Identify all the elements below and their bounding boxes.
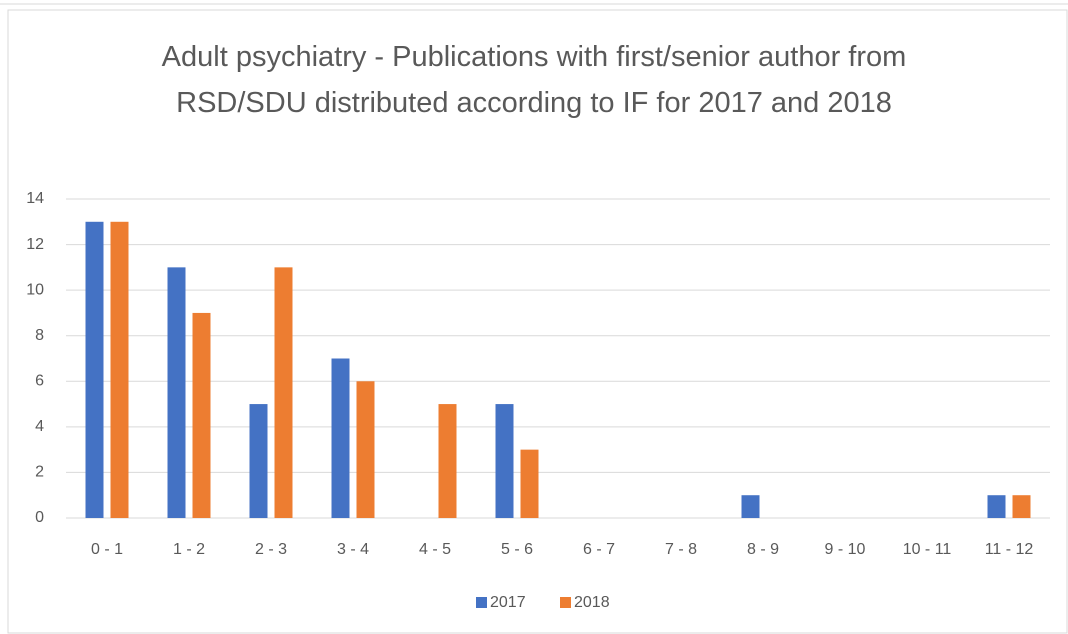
x-tick-label: 5 - 6 xyxy=(501,541,533,558)
bar xyxy=(520,449,539,518)
y-tick-label: 14 xyxy=(26,190,44,207)
bar xyxy=(274,267,293,518)
bar xyxy=(741,495,760,518)
bar xyxy=(331,358,350,518)
y-tick-label: 6 xyxy=(35,373,44,390)
legend-swatch xyxy=(560,597,571,608)
bar xyxy=(167,267,186,518)
y-tick-label: 12 xyxy=(26,236,44,253)
y-tick-label: 10 xyxy=(26,281,44,298)
x-tick-label: 8 - 9 xyxy=(747,541,779,558)
bar xyxy=(987,495,1006,518)
x-tick-label: 6 - 7 xyxy=(583,541,615,558)
y-tick-label: 2 xyxy=(35,464,44,481)
bar xyxy=(495,404,514,518)
x-tick-label: 2 - 3 xyxy=(255,541,287,558)
bar xyxy=(85,221,104,519)
x-tick-label: 1 - 2 xyxy=(173,541,205,558)
legend-label: 2017 xyxy=(490,594,526,611)
x-tick-label: 9 - 10 xyxy=(825,541,866,558)
legend-swatch xyxy=(476,597,487,608)
bar xyxy=(438,404,457,518)
y-tick-label: 8 xyxy=(35,327,44,344)
x-tick-label: 3 - 4 xyxy=(337,541,369,558)
bar xyxy=(356,381,375,518)
chart-title: Adult psychiatry - Publications with fir… xyxy=(161,41,907,119)
chart-border xyxy=(7,9,1068,634)
x-tick-label: 7 - 8 xyxy=(665,541,697,558)
y-tick-label: 0 xyxy=(35,509,44,526)
x-tick-label: 11 - 12 xyxy=(985,541,1034,558)
bar xyxy=(192,312,211,518)
bar xyxy=(110,221,129,519)
x-tick-label: 4 - 5 xyxy=(419,541,451,558)
bar xyxy=(249,404,268,518)
y-tick-label: 4 xyxy=(35,418,44,435)
x-tick-label: 10 - 11 xyxy=(903,541,952,558)
bar xyxy=(1012,495,1031,518)
x-tick-label: 0 - 1 xyxy=(91,541,123,558)
legend-label: 2018 xyxy=(574,594,610,611)
